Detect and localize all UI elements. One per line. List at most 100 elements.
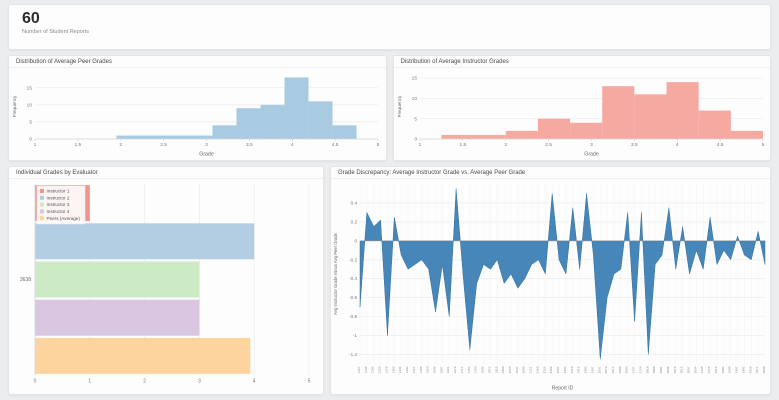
svg-text:4.5: 4.5: [716, 142, 723, 148]
svg-text:1226: 1226: [378, 366, 382, 373]
svg-text:Frequency: Frequency: [397, 95, 402, 117]
svg-text:2693: 2693: [625, 366, 629, 373]
svg-text:3012: 3012: [680, 366, 684, 373]
svg-text:2531: 2531: [597, 366, 601, 373]
svg-text:1676: 1676: [453, 366, 457, 373]
svg-text:Avg Instructor Grade minus Avg: Avg Instructor Grade minus Avg Peer Grad…: [333, 232, 338, 314]
svg-text:4: 4: [675, 142, 678, 148]
evaluator-chart-title: Individual Grades by Evaluator: [9, 167, 323, 179]
svg-text:15: 15: [27, 85, 33, 91]
svg-text:-0.4: -0.4: [349, 276, 357, 281]
svg-text:-1: -1: [353, 333, 358, 338]
svg-text:3138: 3138: [700, 366, 704, 373]
peer-grade-histogram-chart[interactable]: 0 5 10 15 1 1.5 2 2.5 3 3.5 4 4.5 5 Grade Frequency: [9, 68, 385, 158]
svg-text:2121: 2121: [529, 366, 533, 373]
svg-text:1549: 1549: [433, 366, 437, 373]
svg-text:3638: 3638: [20, 277, 31, 283]
svg-text:1390: 1390: [405, 366, 409, 373]
svg-text:2256: 2256: [549, 366, 553, 373]
svg-text:3057: 3057: [686, 366, 690, 373]
svg-text:1468: 1468: [419, 366, 423, 373]
svg-text:2612: 2612: [611, 366, 615, 373]
svg-text:3: 3: [198, 379, 201, 385]
svg-text:1793: 1793: [474, 366, 478, 373]
evaluator-chart-card: Individual Grades by Evaluator 0 1 2 3 4 5 363…: [8, 166, 324, 395]
instructor-histogram-card: Distribution of Average Instructor Grade…: [392, 55, 771, 161]
svg-text:2086: 2086: [522, 366, 526, 373]
svg-text:2774: 2774: [638, 366, 642, 373]
svg-text:1958: 1958: [501, 366, 505, 373]
instructor-grade-histogram-chart[interactable]: 0 5 10 15 1 1.5 2 2.5 3 3.5 4 4.5 5 Grade Frequency: [394, 68, 770, 158]
svg-text:1: 1: [34, 142, 37, 148]
svg-text:2291: 2291: [556, 366, 560, 373]
svg-text:2.5: 2.5: [160, 142, 167, 148]
svg-text:3: 3: [590, 142, 593, 148]
svg-text:1872: 1872: [487, 366, 491, 373]
svg-text:1.5: 1.5: [75, 142, 82, 148]
svg-text:2047: 2047: [515, 366, 519, 373]
svg-text:1427: 1427: [412, 366, 416, 373]
svg-text:3337: 3337: [735, 366, 739, 373]
kpi-label: Number of Student Reports: [22, 29, 89, 36]
peer-histogram-card: Distribution of Average Peer Grades 0 5 10…: [8, 55, 387, 161]
svg-text:1587: 1587: [439, 366, 443, 373]
histogram-row: Distribution of Average Peer Grades 0 5 10…: [8, 55, 771, 161]
svg-text:2737: 2737: [632, 366, 636, 373]
svg-text:3.5: 3.5: [246, 142, 253, 148]
svg-text:2: 2: [119, 142, 122, 148]
svg-text:Instructor 3: Instructor 3: [47, 202, 70, 207]
svg-text:-0.2: -0.2: [349, 257, 357, 262]
svg-text:3254: 3254: [721, 366, 725, 373]
svg-text:3382: 3382: [741, 366, 745, 373]
grade-discrepancy-area-chart[interactable]: 0.4 0.2 0 -0.2 -0.4 -0.6 -0.8 -1 -1.2 1107 1135 119…: [331, 179, 770, 392]
svg-text:3094: 3094: [693, 366, 697, 373]
svg-text:1836: 1836: [481, 366, 485, 373]
svg-text:Instructor 2: Instructor 2: [47, 195, 70, 200]
svg-text:Frequency: Frequency: [12, 95, 17, 117]
svg-text:Peers (Average): Peers (Average): [47, 216, 81, 221]
svg-text:1342: 1342: [398, 366, 402, 373]
svg-text:2415: 2415: [577, 366, 581, 373]
svg-text:1: 1: [418, 142, 421, 148]
svg-text:2169: 2169: [535, 366, 539, 373]
kpi-value: 60: [22, 10, 40, 27]
svg-text:1503: 1503: [426, 366, 430, 373]
svg-text:1278: 1278: [384, 366, 388, 373]
svg-text:10: 10: [411, 96, 417, 102]
svg-text:4.5: 4.5: [332, 142, 339, 148]
instructor-histogram-title: Distribution of Average Instructor Grade…: [393, 56, 770, 68]
svg-text:Grade: Grade: [584, 152, 599, 158]
svg-text:15: 15: [411, 76, 417, 82]
discrepancy-chart-card: Grade Discrepancy: Average Instructor Gr…: [330, 166, 771, 395]
discrepancy-chart-title: Grade Discrepancy: Average Instructor Gr…: [331, 167, 770, 179]
svg-text:3298: 3298: [728, 366, 732, 373]
svg-text:3.5: 3.5: [631, 142, 638, 148]
svg-text:3638: 3638: [762, 366, 766, 373]
svg-text:1754: 1754: [467, 366, 471, 373]
svg-text:1621: 1621: [446, 366, 450, 373]
svg-text:2378: 2378: [570, 366, 574, 373]
svg-text:3175: 3175: [707, 366, 711, 373]
svg-text:2497: 2497: [590, 366, 594, 373]
svg-text:0: 0: [414, 137, 417, 143]
svg-text:2334: 2334: [563, 366, 567, 373]
svg-text:1915: 1915: [494, 366, 498, 373]
svg-text:Instructor 1: Instructor 1: [47, 189, 70, 194]
bottom-row: Individual Grades by Evaluator 0 1 2 3 4 5 363…: [8, 166, 771, 395]
svg-text:0: 0: [354, 238, 357, 243]
svg-text:2: 2: [143, 379, 146, 385]
svg-text:-0.8: -0.8: [349, 314, 357, 319]
svg-text:1135: 1135: [364, 366, 368, 373]
kpi-card: 60 Number of Student Reports: [8, 4, 771, 50]
svg-text:2576: 2576: [604, 366, 608, 373]
svg-text:3426: 3426: [748, 366, 752, 373]
svg-text:Instructor 4: Instructor 4: [47, 209, 70, 214]
svg-text:2818: 2818: [645, 366, 649, 373]
svg-text:1192: 1192: [371, 366, 375, 373]
svg-text:2856: 2856: [652, 366, 656, 373]
svg-text:5: 5: [761, 142, 764, 148]
svg-text:4: 4: [253, 379, 256, 385]
